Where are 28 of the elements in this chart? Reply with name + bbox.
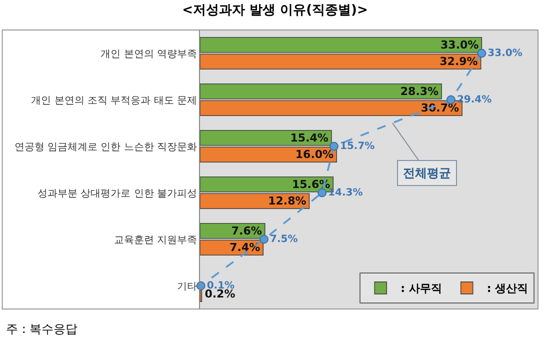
y-tick-label: 개인 본연의 역량부족	[100, 48, 197, 60]
data-label: 33.0%	[440, 38, 479, 52]
data-label: 7.4%	[230, 241, 260, 254]
data-label: 12.8%	[268, 194, 306, 208]
point	[330, 142, 339, 151]
data-label: 29.4%	[456, 94, 492, 106]
data-label: 14.3%	[328, 187, 363, 198]
chart-title: <저성과자 발생 이유(직종별)>	[182, 3, 368, 18]
data-label: 15.7%	[340, 140, 375, 152]
point	[260, 234, 269, 244]
y-tick-label: 연공형 임금체계로 인한 느슨한 직장문화	[14, 142, 197, 153]
data-label: 32.9%	[440, 55, 478, 68]
y-tick-label: 성과부분 상대평가로 인한 불가피성	[37, 188, 197, 200]
data-label: 28.3%	[400, 84, 439, 98]
y-tick-label: 개인 본연의 조직 부적응과 태도 문제	[31, 95, 197, 106]
data-label: 7.6%	[231, 224, 262, 238]
text: 전체평균	[403, 166, 451, 180]
data-label: 15.4%	[290, 131, 328, 144]
text: 주 : 복수응답	[6, 322, 78, 336]
point	[477, 48, 486, 58]
data-label: 0.2%	[204, 288, 236, 301]
data-label: 16.0%	[295, 148, 334, 162]
data-label: 7.5%	[270, 234, 298, 245]
y-tick-label: 교육훈련 지원부족	[114, 234, 197, 246]
legend-label: : 사무직	[400, 282, 442, 296]
y-tick-label: 기타	[177, 281, 197, 292]
data-label: 33.0%	[488, 48, 522, 59]
legend-label: : 생산직	[486, 282, 528, 296]
